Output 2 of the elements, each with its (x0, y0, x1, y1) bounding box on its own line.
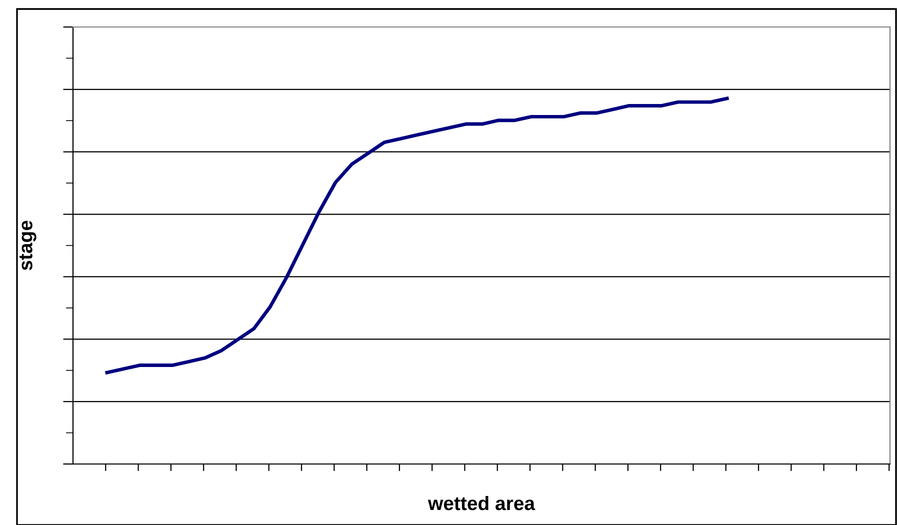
y-axis-title: stage (20, 220, 36, 270)
x-axis-title: wetted area (428, 496, 536, 510)
